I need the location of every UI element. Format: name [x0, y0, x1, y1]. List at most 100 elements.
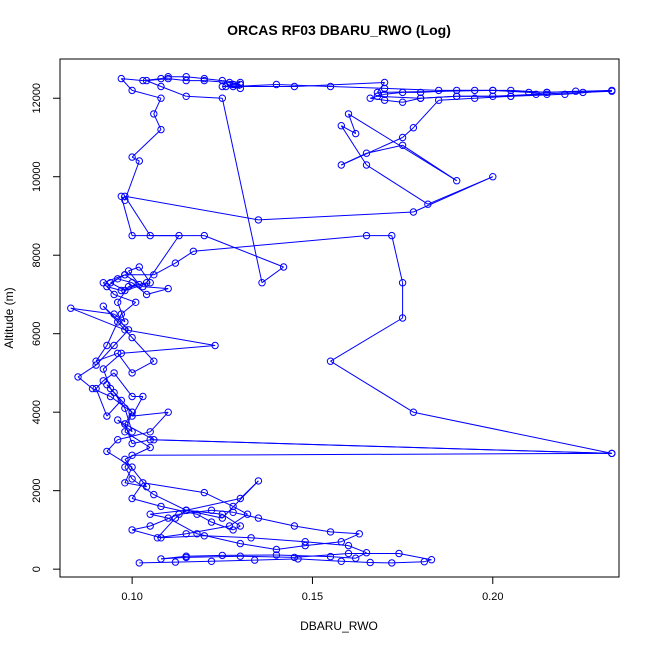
data-point [561, 90, 569, 99]
data-point [164, 284, 172, 293]
data-point [106, 384, 115, 393]
data-point [146, 231, 154, 240]
data-point [103, 412, 111, 420]
data-point [236, 539, 245, 548]
series-line-segment [113, 294, 136, 303]
data-point [157, 74, 165, 83]
data-point [128, 463, 136, 471]
data-point [146, 510, 154, 518]
data-point [380, 78, 389, 87]
series-line-segment [424, 559, 432, 563]
data-point [344, 541, 353, 550]
data-point [344, 110, 353, 118]
series-line-segment [211, 521, 234, 531]
x-axis: 0.10 0.15 0.20 [121, 577, 503, 603]
data-point [106, 392, 115, 401]
series-line-segment [196, 533, 241, 545]
data-point [532, 90, 540, 99]
data-point [236, 84, 245, 93]
data-point [139, 392, 147, 401]
data-point [398, 98, 407, 106]
data-point [135, 559, 144, 567]
series-line-segment [124, 195, 259, 221]
data-point [110, 341, 118, 350]
data-point [229, 80, 237, 89]
series-line-segment [153, 494, 187, 511]
data-point [157, 534, 165, 542]
data-point [99, 377, 108, 385]
data-point [207, 557, 216, 565]
data-point [207, 506, 216, 514]
data-point [121, 318, 129, 326]
data-point [279, 263, 288, 271]
data-point [254, 216, 263, 224]
series-line-segment [131, 156, 140, 162]
data-point [272, 545, 281, 554]
data-point [114, 349, 122, 357]
data-point [218, 82, 227, 91]
data-point [114, 275, 122, 283]
series-line-segment [186, 554, 223, 557]
data-point [117, 396, 126, 405]
data-point [110, 290, 118, 299]
data-point [193, 530, 201, 538]
data-point [110, 369, 118, 377]
series-line-segment [413, 411, 612, 454]
data-point [388, 231, 396, 240]
data-point [420, 558, 428, 566]
series-line-segment [258, 211, 414, 221]
data-point [398, 133, 407, 142]
data-point [171, 259, 180, 267]
series-line-segment [204, 492, 234, 507]
y-tick-label: 10000 [31, 161, 43, 192]
data-point [398, 314, 407, 322]
data-point [543, 90, 551, 99]
data-point [416, 88, 425, 97]
series-line-segment [70, 307, 126, 331]
data-point [200, 532, 209, 540]
series-line-segment [106, 286, 122, 291]
data-point [225, 78, 234, 87]
data-point [236, 78, 245, 87]
series-line-segment [124, 282, 151, 291]
series-line-segment [341, 125, 356, 135]
series-line-segment [131, 89, 162, 99]
series-line-segment [384, 87, 439, 91]
data-point [352, 129, 360, 138]
data-point [121, 192, 129, 201]
x-tick-label: 0.20 [482, 591, 503, 603]
series-line-segment [413, 176, 494, 213]
data-point [88, 384, 97, 393]
data-point [142, 279, 151, 287]
series-line-segment [153, 262, 176, 276]
data-point [326, 528, 335, 536]
data-point [128, 86, 136, 95]
series-line-segment [294, 525, 331, 533]
data-point [236, 494, 245, 503]
data-point [128, 451, 136, 459]
data-point [128, 153, 136, 161]
data-point [128, 412, 136, 420]
series-line-segment [102, 282, 115, 295]
data-point [326, 552, 335, 561]
data-point [135, 280, 144, 289]
y-tick-label: 12000 [31, 83, 43, 114]
series-line-segment [132, 452, 612, 456]
data-point [121, 428, 129, 436]
series-line-segment [204, 535, 252, 539]
series-line-segment [294, 553, 349, 558]
y-tick-label: 4000 [31, 400, 43, 424]
data-point [146, 279, 154, 287]
data-point [337, 557, 345, 565]
series-line-segment [157, 533, 187, 539]
data-point [409, 408, 418, 416]
series-line-segment [413, 99, 440, 129]
series-line-segment [106, 450, 133, 468]
y-tick-label: 8000 [31, 243, 43, 267]
series-line-segment [160, 76, 169, 80]
chart-title: ORCAS RF03 DBARU_RWO (Log) [227, 22, 451, 38]
data-point [74, 373, 82, 381]
data-point [175, 231, 183, 240]
